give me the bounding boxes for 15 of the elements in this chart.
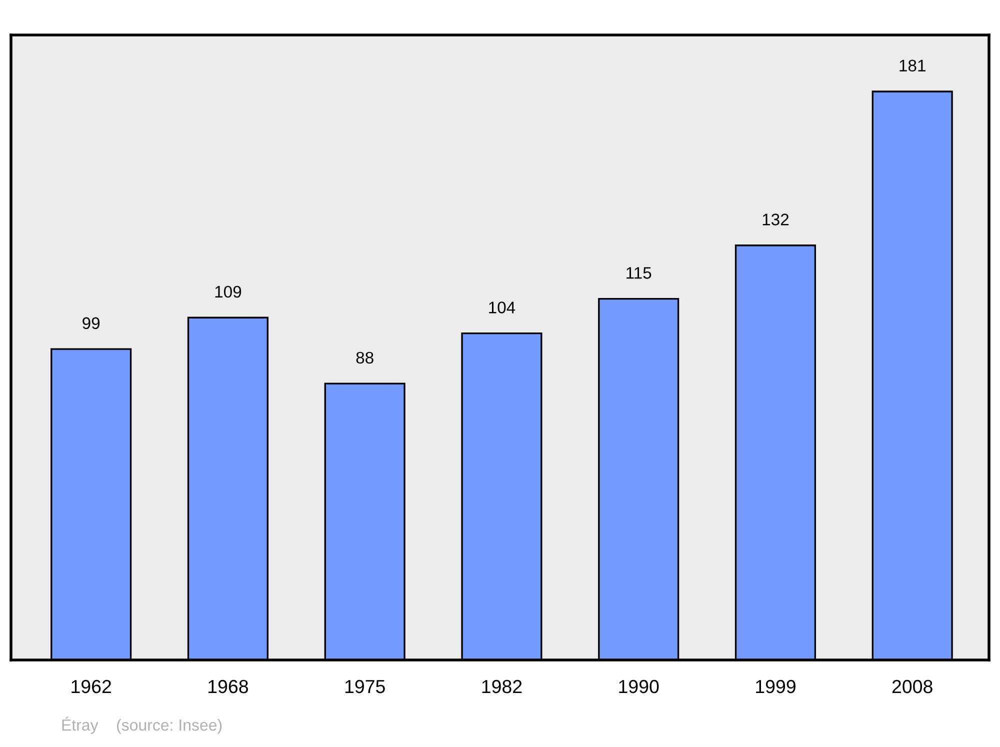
text: Étray (source: Insee): [62, 716, 222, 734]
data-label: 181: [900, 60, 926, 72]
data-label: 115: [626, 267, 652, 279]
x-tick-label: 1975: [345, 680, 385, 694]
data-label: 109: [215, 286, 242, 298]
x-tick-label: 1999: [756, 680, 796, 694]
data-label: 132: [762, 214, 789, 226]
x-tick-label: 1968: [208, 680, 248, 694]
data-label: 99: [82, 317, 100, 330]
x-tick-label: 1962: [72, 680, 111, 694]
x-tick-label: 1990: [619, 680, 659, 694]
data-label: 104: [489, 302, 516, 314]
x-tick-label: 2008: [892, 680, 932, 694]
data-label: 88: [356, 352, 374, 364]
x-tick-label: 1982: [482, 680, 522, 694]
